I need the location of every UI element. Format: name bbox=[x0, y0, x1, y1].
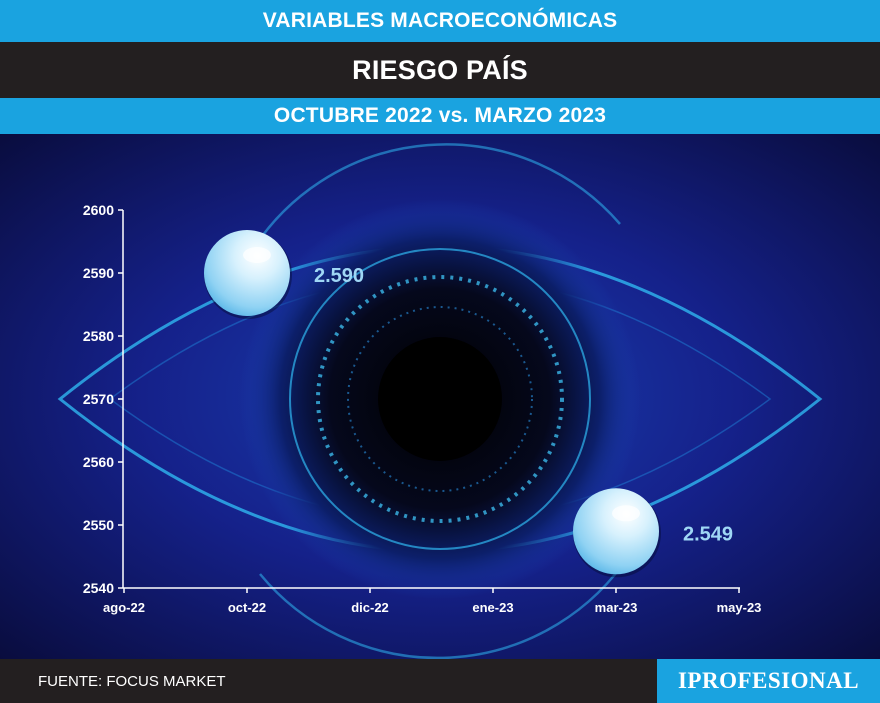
chart-axes: 2540 2550 2560 2570 2580 2590 2600 ago-22 oct-22… bbox=[83, 202, 762, 615]
iris-dots-icon bbox=[316, 275, 564, 523]
data-label: 2.549 bbox=[683, 523, 733, 545]
x-tick-label: oct-22 bbox=[228, 600, 266, 615]
x-tick-label: mar-23 bbox=[595, 600, 638, 615]
section-banner: VARIABLES MACROECONÓMICAS bbox=[0, 0, 880, 42]
y-tick-label: 2560 bbox=[83, 454, 114, 470]
y-tick-label: 2550 bbox=[83, 517, 114, 533]
title-banner: RIESGO PAÍS bbox=[0, 42, 880, 98]
chart-svg: 2540 2550 2560 2570 2580 2590 2600 ago-22 oct-22… bbox=[0, 134, 880, 659]
iris-inner-dots-icon bbox=[347, 306, 533, 492]
data-point bbox=[573, 488, 659, 575]
y-tick-label: 2600 bbox=[83, 202, 114, 218]
page-subtitle: OCTUBRE 2022 vs. MARZO 2023 bbox=[273, 104, 607, 127]
y-tick-label: 2540 bbox=[83, 580, 114, 596]
iris-ring-icon bbox=[289, 248, 591, 550]
chart-marks: 2.590 2.549 bbox=[204, 230, 733, 578]
page-title: RIESGO PAÍS bbox=[352, 54, 528, 85]
x-tick-label: may-23 bbox=[717, 600, 762, 615]
y-tick-label: 2590 bbox=[83, 265, 114, 281]
x-tick-label: ago-22 bbox=[103, 600, 145, 615]
subtitle-banner: OCTUBRE 2022 vs. MARZO 2023 bbox=[0, 98, 880, 134]
brand-logo: IPROFESIONAL bbox=[657, 659, 880, 703]
swirl-arc-icon bbox=[248, 143, 621, 255]
pupil-icon bbox=[378, 337, 502, 461]
source-note: FUENTE: FOCUS MARKET bbox=[38, 672, 226, 690]
footer: FUENTE: FOCUS MARKET IPROFESIONAL bbox=[0, 659, 880, 703]
swirl-arc-icon bbox=[259, 553, 632, 659]
chart-area: 2540 2550 2560 2570 2580 2590 2600 ago-22 oct-22… bbox=[0, 134, 880, 659]
x-tick-label: ene-23 bbox=[472, 600, 513, 615]
section-title: VARIABLES MACROECONÓMICAS bbox=[262, 9, 618, 32]
x-tick-label: dic-22 bbox=[351, 600, 389, 615]
data-label: 2.590 bbox=[314, 265, 364, 287]
data-point bbox=[204, 230, 290, 316]
background-art bbox=[0, 134, 880, 659]
y-tick-label: 2570 bbox=[83, 391, 114, 407]
data-point-highlight bbox=[243, 247, 271, 263]
y-tick-label: 2580 bbox=[83, 328, 114, 344]
data-point-highlight bbox=[612, 505, 640, 522]
brand-logo-text: IPROFESIONAL bbox=[677, 668, 860, 693]
